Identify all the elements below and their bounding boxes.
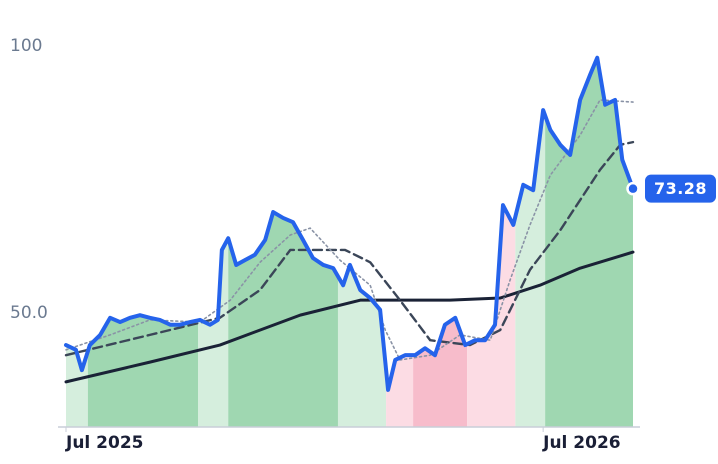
last-point (626, 181, 640, 196)
region (198, 238, 229, 427)
x-tick-label: Jul 2026 (542, 433, 621, 453)
last-value-label: 73.28 (654, 179, 707, 198)
series-line (64, 55, 635, 392)
region (545, 57, 633, 427)
y-tick-label: 100 (10, 36, 42, 56)
last-value-badge (645, 174, 716, 203)
series-line (65, 99, 634, 361)
series-line (64, 250, 635, 384)
region (87, 315, 199, 427)
series-line (64, 140, 635, 357)
region (66, 345, 88, 427)
region (228, 212, 338, 427)
region (386, 355, 414, 427)
x-tick-label: Jul 2025 (65, 433, 144, 453)
region (413, 317, 468, 427)
region (467, 205, 516, 427)
y-tick-label: 50.0 (10, 303, 48, 323)
